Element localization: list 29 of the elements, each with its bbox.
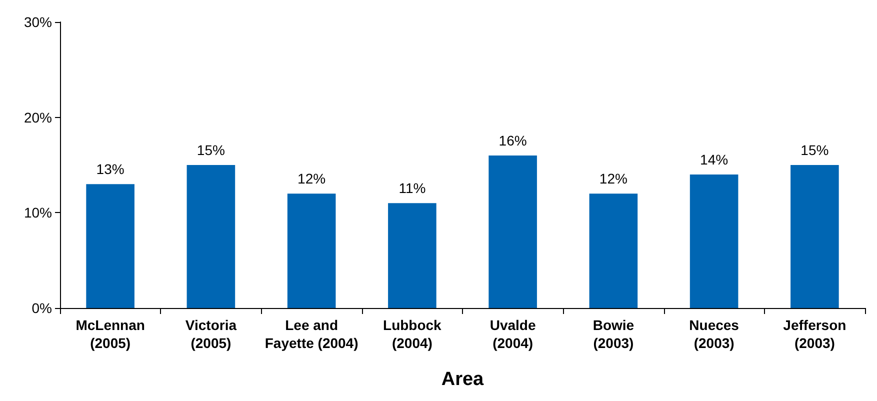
data-label: 11% <box>398 180 426 196</box>
x-tick-label: Bowie (2003) <box>592 317 634 351</box>
bar <box>186 165 236 308</box>
y-tick-label: 20% <box>24 109 52 126</box>
y-tick-label: 10% <box>24 204 52 221</box>
bar <box>589 194 638 308</box>
x-tick-label: Jefferson (2003) <box>783 317 846 351</box>
data-label: 14% <box>700 152 728 168</box>
y-tick-label: 0% <box>32 300 52 316</box>
x-tick-label: Lee and Fayette (2004) <box>264 317 358 351</box>
data-label: 12% <box>298 170 326 187</box>
bar <box>690 174 738 308</box>
data-label: 12% <box>599 170 628 187</box>
x-tick-label: McLennan (2005) <box>76 317 145 351</box>
bar <box>388 203 436 308</box>
x-tick-label: Lubbock (2004) <box>383 317 442 351</box>
y-tick-label: 30% <box>24 14 52 30</box>
x-tick-label: Uvalde (2004) <box>490 317 536 351</box>
x-tick-label: Nueces (2003) <box>689 317 740 351</box>
bar <box>86 184 134 308</box>
data-label: 15% <box>196 142 225 158</box>
x-axis-title: Area <box>441 369 484 390</box>
bar <box>488 155 537 308</box>
x-tick-label: Victoria (2005) <box>185 317 237 351</box>
bar <box>287 194 336 308</box>
data-label: 15% <box>800 142 829 158</box>
bar <box>790 165 839 308</box>
data-label: 13% <box>96 161 124 178</box>
data-label: 16% <box>498 132 527 148</box>
